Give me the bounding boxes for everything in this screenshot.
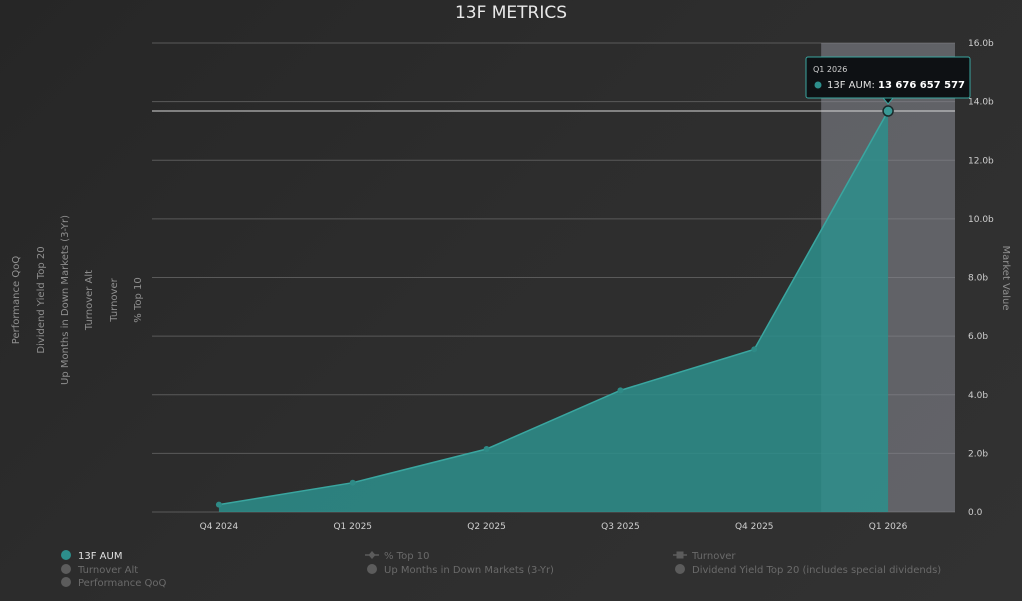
data-point[interactable] [617, 387, 624, 394]
legend-label: Turnover Alt [77, 565, 138, 576]
area-line [218, 110, 889, 506]
x-tick-label: Q4 2025 [735, 522, 774, 532]
y-axis-ticks: 0.0 2.0b 4.0b 6.0b 8.0b 10.0b 12.0b 14.0b 16.0b [968, 39, 994, 518]
y-tick-label: 4.0b [968, 391, 988, 401]
legend-item[interactable]: 13F AUM [61, 550, 122, 562]
grid-lines [152, 42, 955, 513]
tooltip-value: 13 676 657 577 [878, 80, 965, 91]
x-tick-label: Q4 2024 [200, 522, 239, 532]
data-point[interactable] [483, 445, 490, 452]
legend-item[interactable]: Up Months in Down Markets (3-Yr) [367, 564, 554, 576]
y-tick-label: 2.0b [968, 449, 988, 459]
y-tick-label: 16.0b [968, 39, 994, 49]
y-tick-label: 14.0b [968, 98, 994, 108]
legend-item[interactable]: Performance QoQ [61, 577, 167, 589]
legend-marker [676, 551, 684, 559]
legend: 13F AUM % Top 10 Turnover Turnover Alt Up Mo… [61, 550, 941, 589]
x-tick-label: Q1 2026 [869, 522, 908, 532]
tooltip-title: Q1 2026 [813, 65, 847, 74]
data-point[interactable] [751, 346, 758, 353]
legend-label: Performance QoQ [78, 578, 167, 589]
x-axis-ticks: Q4 2024 Q1 2025 Q2 2025 Q3 2025 Q4 2025 Q1 20… [200, 522, 908, 532]
legend-label: % Top 10 [384, 551, 429, 562]
legend-item[interactable]: Turnover [673, 551, 736, 562]
y-tick-label: 0.0 [968, 508, 983, 518]
y-tick-label: 12.0b [968, 156, 994, 166]
data-point[interactable] [349, 479, 356, 486]
left-axis-label: Performance QoQ [11, 256, 22, 345]
left-axis-label: Dividend Yield Top 20 [36, 246, 47, 353]
legend-label: Dividend Yield Top 20 (includes special … [692, 565, 941, 576]
tooltip-series-dot [814, 81, 822, 89]
area-fill [218, 111, 889, 512]
legend-marker [61, 577, 71, 587]
legend-marker [675, 564, 685, 574]
tooltip-series-label: 13F AUM: 13 676 657 577 [827, 80, 965, 91]
legend-item[interactable]: % Top 10 [365, 551, 429, 562]
left-axis-labels: Performance QoQ Dividend Yield Top 20 Up M… [11, 215, 144, 385]
legend-label: Up Months in Down Markets (3-Yr) [384, 565, 554, 576]
area-series [152, 105, 955, 512]
y-tick-label: 6.0b [968, 332, 988, 342]
data-point[interactable] [882, 105, 894, 117]
legend-marker [367, 564, 377, 574]
tooltip-pointer [882, 97, 895, 105]
y-tick-label: 8.0b [968, 274, 988, 284]
y2-axis-label: Market Value [1000, 245, 1011, 310]
y-tick-label: 10.0b [968, 215, 994, 225]
tooltip-box [805, 56, 971, 99]
tooltip: Q1 2026 13F AUM: 13 676 657 577 [805, 56, 971, 105]
legend-marker [61, 550, 71, 560]
x-tick-label: Q1 2025 [333, 522, 372, 532]
x-tick-label: Q2 2025 [467, 522, 506, 532]
legend-label: Turnover [691, 551, 736, 562]
x-tick-label: Q3 2025 [601, 522, 640, 532]
legend-item[interactable]: Dividend Yield Top 20 (includes special … [675, 564, 941, 576]
left-axis-label: % Top 10 [133, 277, 144, 322]
data-point[interactable] [215, 501, 222, 508]
legend-marker [61, 564, 71, 574]
left-axis-label: Turnover Alt [84, 270, 95, 331]
legend-marker [368, 551, 376, 559]
left-axis-label: Turnover [109, 277, 120, 322]
legend-item[interactable]: Turnover Alt [61, 564, 138, 576]
legend-label: 13F AUM [78, 551, 122, 562]
left-axis-label: Up Months in Down Markets (3-Yr) [60, 215, 71, 385]
chart-title: 13F METRICS [455, 3, 567, 23]
